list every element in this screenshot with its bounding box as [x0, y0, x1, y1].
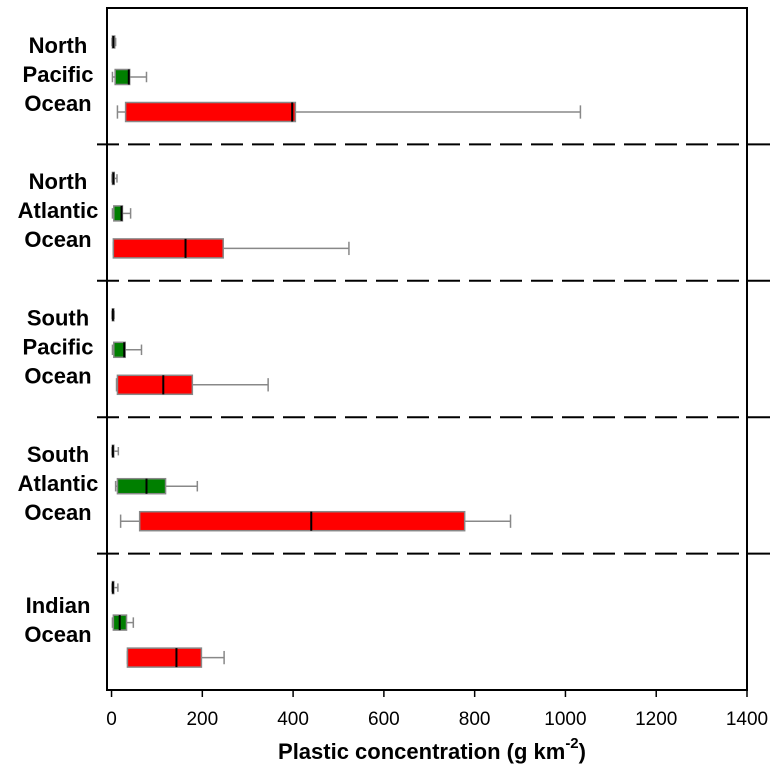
- category-label: South: [27, 306, 89, 331]
- x-tick-label: 200: [186, 709, 218, 730]
- box: [116, 477, 167, 495]
- x-axis-label-text: ): [579, 739, 586, 764]
- category-label: Atlantic: [18, 198, 99, 223]
- x-tick-label: 1200: [635, 709, 677, 730]
- x-tick-label: 400: [277, 709, 309, 730]
- category-label: Pacific: [23, 62, 94, 87]
- box: [116, 374, 194, 396]
- category-label: Pacific: [23, 335, 94, 360]
- category-label: North: [29, 169, 88, 194]
- category-label: South: [27, 442, 89, 467]
- x-tick-label: 1400: [726, 709, 768, 730]
- category-label: Ocean: [24, 364, 91, 389]
- category-label: Indian: [26, 593, 91, 618]
- x-tick-label: 800: [459, 709, 491, 730]
- category-label: Ocean: [24, 622, 91, 647]
- x-tick-label: 600: [368, 709, 400, 730]
- x-axis-label: Plastic concentration (g km-2): [278, 735, 586, 764]
- category-label: North: [29, 33, 88, 58]
- box: [114, 68, 131, 86]
- category-label: Ocean: [24, 227, 91, 252]
- x-tick-label: 0: [106, 709, 117, 730]
- x-axis-label-superscript: -2: [565, 735, 578, 752]
- box: [112, 238, 224, 259]
- plot-frame: [106, 7, 748, 691]
- category-label: Ocean: [24, 500, 91, 525]
- box: [124, 101, 297, 123]
- category-label: Atlantic: [18, 471, 99, 496]
- x-axis-label-text: Plastic concentration (g km: [278, 739, 565, 764]
- category-label: Ocean: [24, 91, 91, 116]
- box: [138, 510, 466, 532]
- x-tick-label: 1000: [544, 709, 586, 730]
- box: [126, 647, 203, 668]
